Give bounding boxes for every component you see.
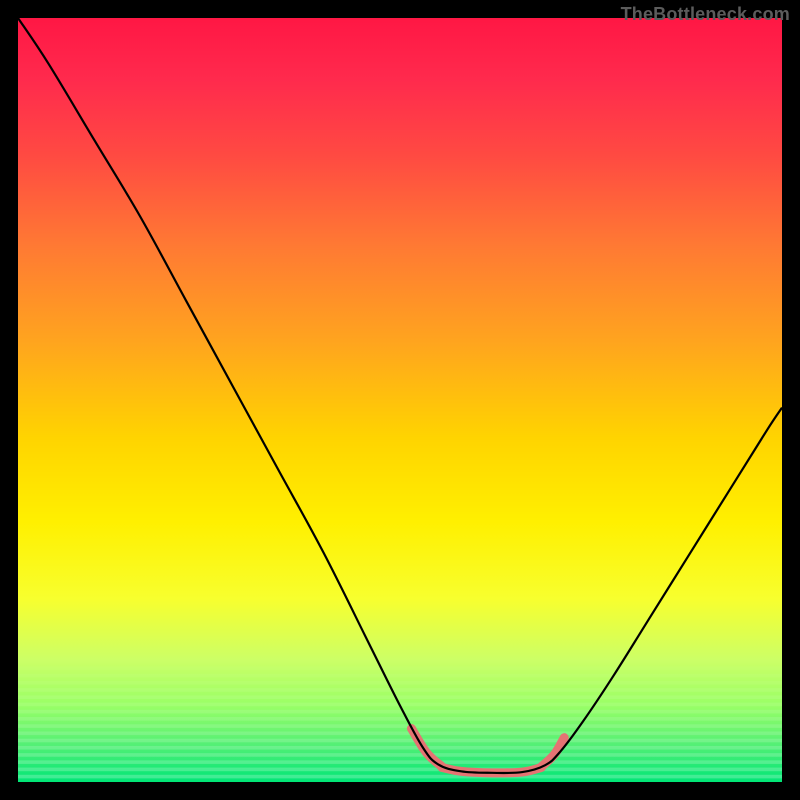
chart-stage: TheBottleneck.com <box>0 0 800 800</box>
bottleneck-chart <box>0 0 800 800</box>
